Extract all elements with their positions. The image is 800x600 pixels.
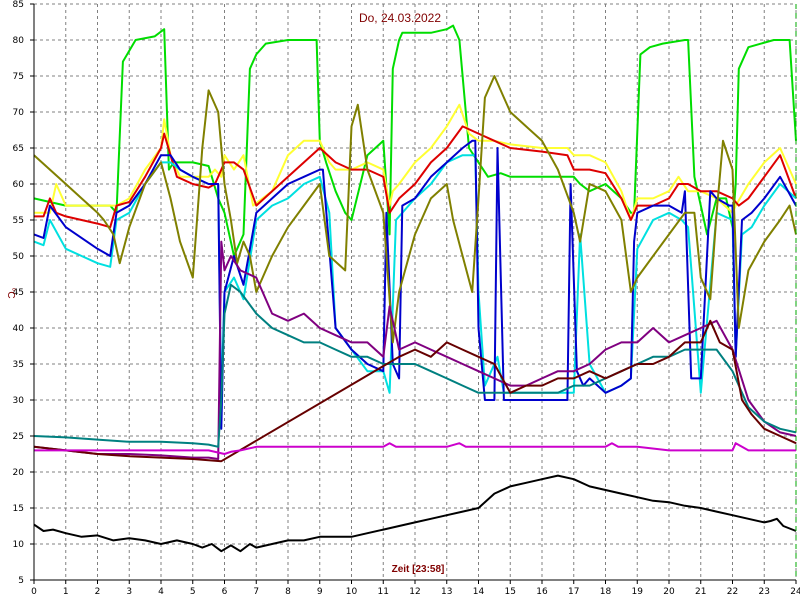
y-tick-label: 30: [13, 396, 25, 406]
y-tick-label: 50: [13, 252, 25, 262]
x-tick-label: 5: [190, 587, 196, 597]
y-tick-label: 10: [13, 540, 25, 550]
x-tick-label: 9: [317, 587, 323, 597]
x-tick-label: 10: [346, 587, 358, 597]
y-tick-label: 75: [13, 72, 24, 82]
y-tick-label: 35: [13, 360, 24, 370]
x-tick-label: 6: [222, 587, 228, 597]
x-tick-label: 19: [632, 587, 644, 597]
y-tick-label: 55: [13, 216, 24, 226]
series-line-2: [34, 103, 797, 221]
x-tick-label: 22: [727, 587, 738, 597]
x-tick-label: 2: [95, 587, 101, 597]
x-tick-label: 18: [600, 587, 612, 597]
x-tick-label: 11: [378, 587, 389, 597]
series-line-5: [33, 139, 797, 430]
axes: [30, 3, 797, 584]
x-tick-label: 24: [790, 587, 800, 597]
series-line-3: [34, 125, 797, 229]
x-tick-label: 13: [441, 587, 452, 597]
x-tick-label: 4: [158, 587, 164, 597]
series-line-7: [33, 240, 797, 460]
tick-labels: 0 1 2 3 4 5 6 7 8 9 10 11 12 13 14 15 16 17 18 19 20 21 22 23 24…: [13, 0, 800, 597]
series-line-9: [33, 319, 797, 463]
x-tick-label: 20: [663, 587, 675, 597]
series-line-11: [33, 474, 797, 553]
y-tick-label: 65: [13, 144, 24, 154]
y-tick-label: 80: [13, 36, 25, 46]
y-tick-label: 45: [13, 288, 24, 298]
x-tick-label: 14: [473, 587, 485, 597]
x-tick-label: 23: [759, 587, 770, 597]
series-line-1: [33, 24, 797, 257]
series-line-10: [34, 442, 796, 455]
series-lines: [33, 24, 797, 553]
x-tick-label: 8: [285, 587, 291, 597]
y-tick-label: 40: [13, 324, 25, 334]
x-tick-label: 3: [126, 587, 132, 597]
y-tick-label: 70: [13, 108, 25, 118]
y-tick-label: 5: [18, 576, 24, 586]
series-line-8: [33, 283, 797, 448]
y-tick-label: 25: [13, 432, 24, 442]
x-tick-label: 21: [695, 587, 706, 597]
x-tick-label: 12: [409, 587, 420, 597]
y-tick-label: 20: [13, 468, 25, 478]
x-tick-label: 1: [63, 587, 69, 597]
y-tick-label: 60: [13, 180, 25, 190]
series-line-4: [33, 154, 797, 401]
series-line-6: [33, 75, 797, 344]
y-axis-label: °C: [5, 287, 16, 298]
x-tick-label: 17: [568, 587, 579, 597]
x-tick-label: 0: [31, 587, 37, 597]
y-tick-label: 85: [13, 0, 24, 10]
chart-title: Do, 24.03.2022: [359, 11, 441, 25]
x-axis-label: Zeit [23:58]: [392, 564, 445, 575]
x-tick-label: 16: [536, 587, 548, 597]
x-tick-label: 15: [505, 587, 516, 597]
y-tick-label: 15: [13, 504, 24, 514]
x-tick-label: 7: [253, 587, 259, 597]
